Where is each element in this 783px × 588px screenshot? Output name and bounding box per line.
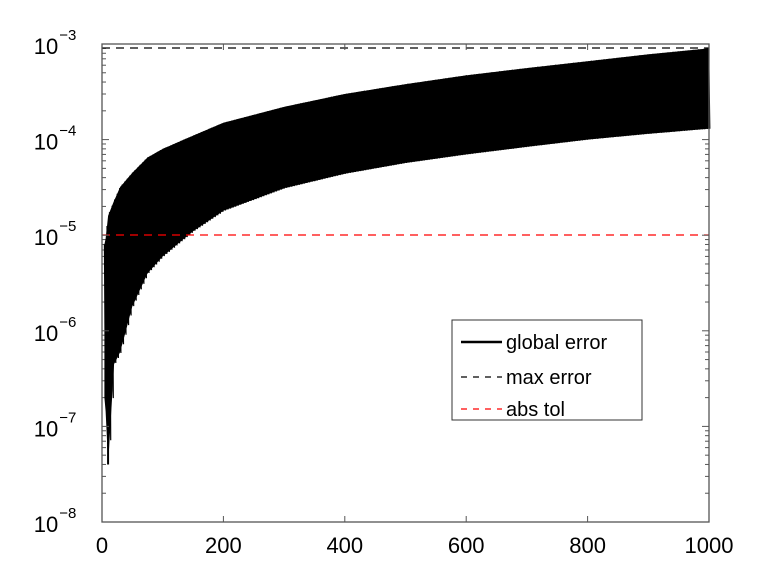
axes-box [101,43,710,523]
y-tick-label: 10−8 [34,505,77,537]
x-tick-label: 600 [448,533,485,558]
x-tick-label: 200 [205,533,242,558]
x-tick-label: 1000 [685,533,734,558]
legend: global error max error abs tol [451,319,643,421]
legend-label-max-error: max error [506,367,592,389]
y-tick-label: 10−3 [34,27,77,59]
y-tick-label: 10−7 [34,409,77,441]
x-axis: 0 200 400 600 800 1000 [96,44,734,558]
y-tick-label: 10−6 [34,314,77,346]
legend-label-abs-tol: abs tol [506,399,565,421]
legend-box [451,319,643,421]
global-error-line [103,48,711,465]
x-tick-label: 800 [569,533,606,558]
legend-label-global-error: global error [506,332,608,354]
x-tick-label: 0 [96,533,108,558]
y-axis: 10−8 10−7 10−6 10−5 10−4 10−3 [34,27,709,537]
x-tick-label: 400 [326,533,363,558]
y-tick-label: 10−5 [34,218,77,250]
y-tick-label: 10−4 [34,123,77,155]
